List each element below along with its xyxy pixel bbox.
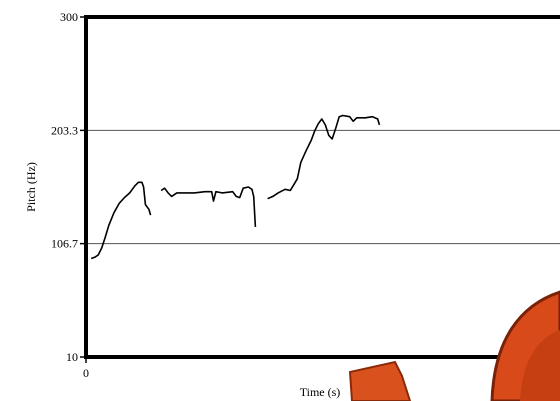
pitch-contour [90, 114, 381, 260]
y-tick-label: 300 [60, 10, 78, 24]
plot-frame [84, 15, 560, 359]
grid-lines [86, 129, 560, 245]
x-axis-ticks: 01. [83, 357, 557, 380]
y-axis-ticks: 300 203.3 106.7 10 [51, 10, 86, 364]
pitch-segment [160, 186, 257, 227]
x-tick-label: 0 [83, 366, 89, 380]
y-tick-label: 10 [66, 350, 78, 364]
x-axis-label: Time (s) [300, 385, 341, 399]
orange-disc-highlight [520, 330, 560, 401]
pitch-segment [267, 114, 381, 200]
y-axis-label: Pitch (Hz) [24, 162, 38, 212]
y-tick-label: 106.7 [51, 237, 78, 251]
decorative-overlay [348, 290, 560, 401]
orange-shape-left [348, 360, 412, 401]
y-tick-label: 203.3 [51, 123, 78, 137]
pitch-segment [90, 181, 152, 260]
